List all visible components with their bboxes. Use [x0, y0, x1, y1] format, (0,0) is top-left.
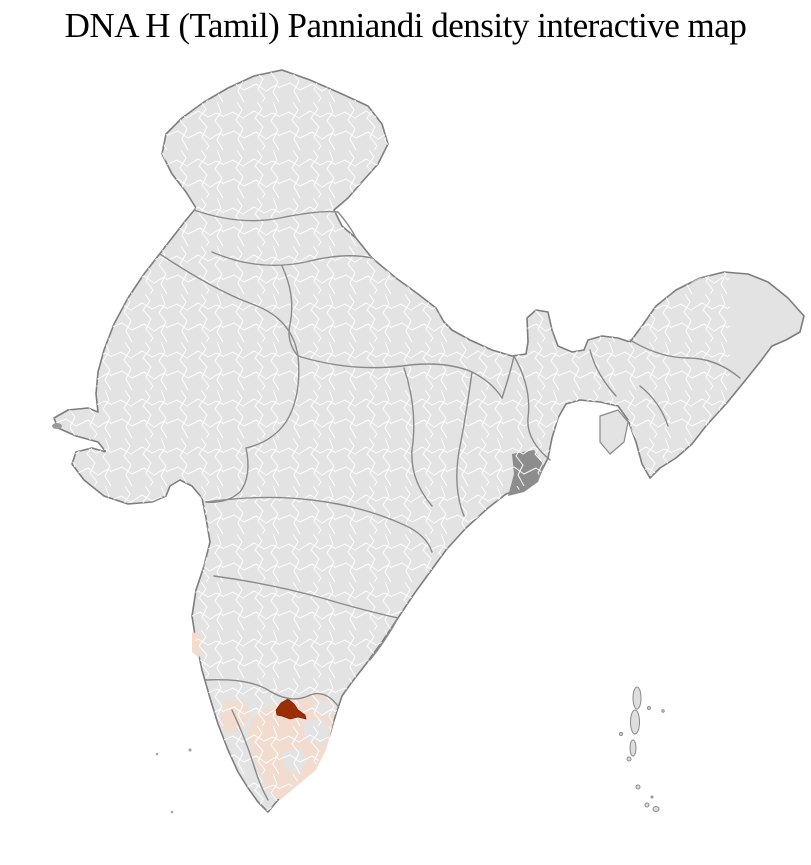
island-shape[interactable] [626, 756, 632, 762]
focus-district[interactable] [275, 698, 307, 720]
india-district-map[interactable] [0, 6, 811, 865]
island-shape[interactable] [630, 709, 640, 735]
island-shape[interactable] [632, 686, 642, 710]
island-shape[interactable] [619, 732, 623, 736]
lakshadweep-islands[interactable] [155, 748, 192, 814]
island-shape[interactable] [650, 795, 654, 799]
island-shape[interactable] [635, 784, 641, 790]
island-shape[interactable] [644, 802, 650, 808]
island-shape[interactable] [52, 423, 62, 429]
district-borders-texture [54, 70, 730, 812]
island-shape[interactable] [170, 810, 174, 814]
state-tripura[interactable] [599, 409, 629, 455]
island-shape[interactable] [188, 748, 192, 752]
map-title: DNA H (Tamil) Panniandi density interact… [64, 6, 747, 45]
island-shape[interactable] [155, 752, 159, 756]
island-shape[interactable] [647, 706, 651, 710]
island-shape[interactable] [661, 709, 665, 713]
andaman-nicobar-islands[interactable] [619, 686, 665, 812]
island-shape[interactable] [629, 739, 637, 757]
state-borders [159, 209, 741, 801]
island-shape[interactable] [652, 806, 660, 812]
